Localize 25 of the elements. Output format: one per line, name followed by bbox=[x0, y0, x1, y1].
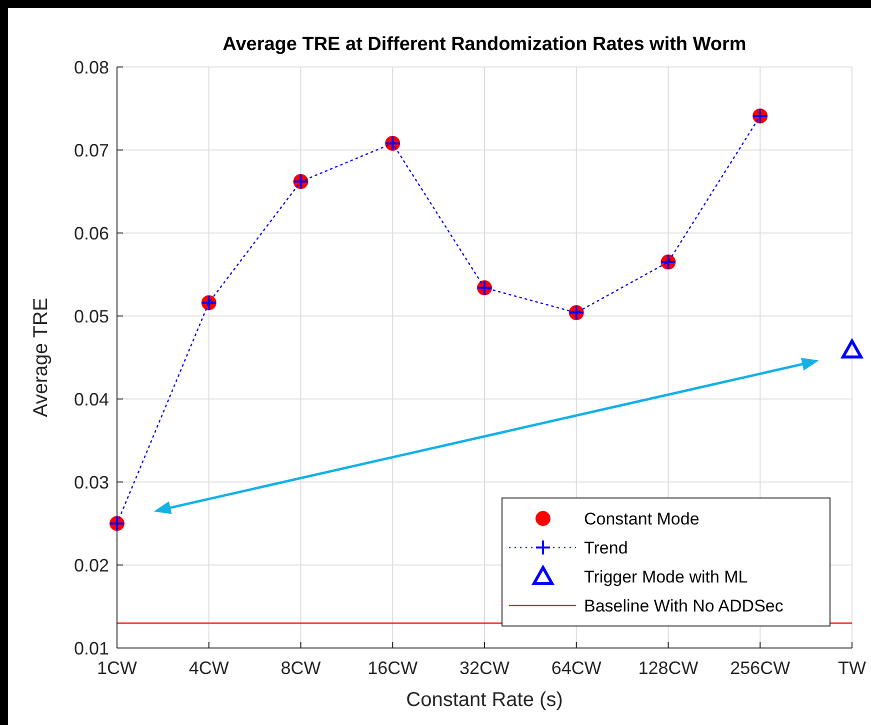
x-tick-label: TW bbox=[838, 658, 866, 678]
point bbox=[842, 340, 862, 359]
x-tick-label: 256CW bbox=[730, 658, 790, 678]
legend-label: Constant Mode bbox=[584, 509, 700, 528]
y-tick-label: 0.01 bbox=[74, 638, 109, 658]
x-tick-label: 128CW bbox=[638, 658, 698, 678]
x-tick-label: 1CW bbox=[97, 658, 138, 678]
y-axis-title: Average TRE bbox=[30, 298, 52, 418]
x-tick-label: 32CW bbox=[459, 658, 510, 678]
legend-label: Trend bbox=[584, 538, 628, 558]
x-tick-label: 8CW bbox=[280, 658, 321, 678]
x-tick-label: 16CW bbox=[368, 658, 418, 678]
y-tick-label: 0.03 bbox=[74, 472, 109, 492]
y-tick-label: 0.06 bbox=[74, 223, 109, 244]
y-tick-label: 0.08 bbox=[74, 57, 109, 78]
y-tick-label: 0.07 bbox=[74, 140, 109, 160]
y-tick-label: 0.04 bbox=[74, 389, 109, 410]
x-tick-label: 64CW bbox=[551, 658, 602, 678]
legend-label: Trigger Mode with ML bbox=[584, 567, 748, 586]
y-tick-label: 0.05 bbox=[74, 306, 109, 326]
y-tick-label: 0.02 bbox=[74, 555, 109, 576]
chart-title: Average TRE at Different Randomization Rates with Worm bbox=[222, 34, 746, 55]
x-axis-title: Constant Rate (s) bbox=[406, 689, 563, 711]
x-tick-label: 4CW bbox=[188, 658, 229, 678]
legend-label: Baseline With No ADDSec bbox=[584, 596, 784, 616]
